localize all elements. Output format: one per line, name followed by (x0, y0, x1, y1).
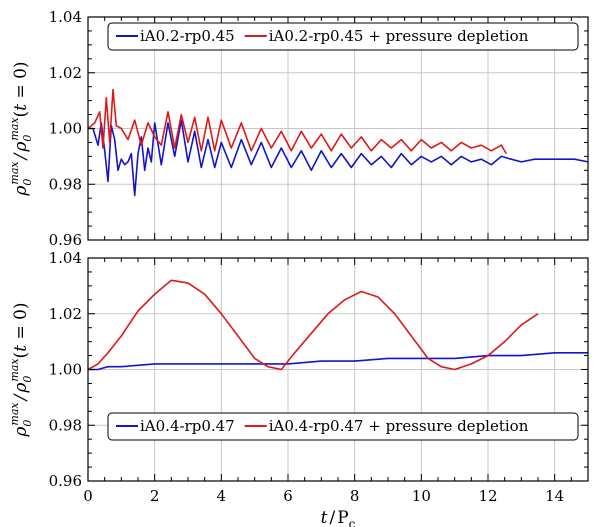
y-tick-label: 1.00 (49, 361, 82, 379)
y-tick-label: 0.96 (49, 231, 82, 249)
legend-label-1: iA0.4-rp0.47 + pressure depletion (269, 417, 529, 435)
x-tick-label: 8 (350, 487, 360, 505)
y-axis-label: ρ0max/ρ0max(t = 0) (8, 61, 34, 196)
top-panel: 0.96 0.98 1.00 1.02 1.04 ρ0max/ρ0max(t = 0) iA… (8, 8, 589, 249)
legend-label-0: iA0.4-rp0.47 (140, 417, 235, 435)
y-tick-label: 1.04 (49, 249, 82, 267)
y-tick-label: 1.00 (49, 120, 82, 138)
legend-label-0: iA0.2-rp0.45 (140, 27, 235, 45)
legend-box (107, 22, 579, 51)
legend: iA0.2-rp0.45 iA0.2-rp0.45 + pressure depl… (107, 22, 579, 51)
x-tick-label: 10 (412, 487, 431, 505)
legend-box (107, 412, 579, 441)
x-tick-label: 0 (83, 487, 93, 505)
x-tick-label: 14 (545, 487, 564, 505)
series-line-1 (87, 88, 507, 155)
y-axis-label: ρ0max/ρ0max(t = 0) (8, 302, 34, 437)
y-tick-label: 0.98 (49, 175, 82, 193)
legend: iA0.4-rp0.47 iA0.4-rp0.47 + pressure depl… (107, 412, 579, 441)
y-tick-label: 1.04 (49, 8, 82, 26)
x-tick-label: 12 (478, 487, 497, 505)
y-tick-label: 1.02 (49, 305, 82, 323)
grid (88, 17, 588, 240)
y-tick-label: 0.98 (49, 416, 82, 434)
x-axis-label: t / Pc (321, 508, 356, 527)
series-line-0 (88, 352, 588, 371)
x-tick-label: 6 (283, 487, 293, 505)
x-tick-label: 2 (150, 487, 160, 505)
legend-label-1: iA0.2-rp0.45 + pressure depletion (269, 27, 529, 45)
y-tick-label: 0.96 (49, 472, 82, 490)
ticks (87, 16, 589, 241)
y-tick-label: 1.02 (49, 64, 82, 82)
grid (88, 258, 588, 481)
series-line-1 (87, 279, 539, 371)
x-tick-label: 4 (217, 487, 227, 505)
bottom-panel: 0.96 0.98 1.00 1.02 1.04 0 2 4 6 8 10 12 14 ρ0max/ρ0m… (8, 249, 589, 527)
series-line-0 (88, 119, 589, 197)
ticks (87, 257, 589, 482)
